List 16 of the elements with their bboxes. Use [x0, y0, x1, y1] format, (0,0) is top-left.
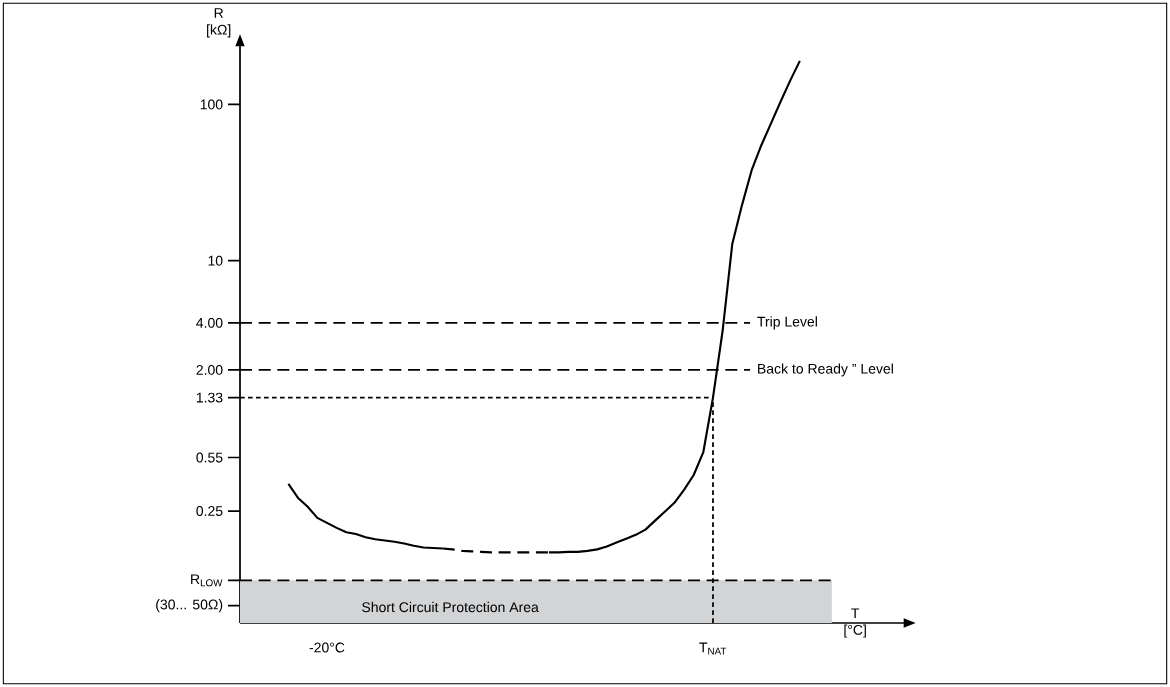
- band-label: Short Circuit Protection Area: [362, 601, 539, 613]
- y-tick-label: 0.55: [196, 452, 223, 463]
- y-tick-label: 4.00: [196, 317, 223, 328]
- y-tick-label: 1.33: [196, 392, 223, 403]
- x-tick-label: -20°C: [309, 642, 345, 653]
- y-axis-title: R [kΩ]: [207, 8, 231, 38]
- y-tick-label: 0.25: [196, 506, 223, 516]
- y-tick-label: 100: [200, 99, 223, 110]
- y-tick-label: 10: [208, 255, 223, 266]
- y-tick-label: R$_{LOW}$: [191, 574, 223, 587]
- y-tick-label: (30... 50Ω): [156, 599, 223, 613]
- x-axis-title: T [°C]: [844, 608, 866, 638]
- x-tick-label: T$_{NAT}$: [699, 642, 727, 655]
- ref-line-label: Trip Level: [757, 316, 817, 330]
- ref-line-label: Back to Ready ” Level: [758, 363, 893, 377]
- y-tick-label: 2.00: [196, 364, 223, 375]
